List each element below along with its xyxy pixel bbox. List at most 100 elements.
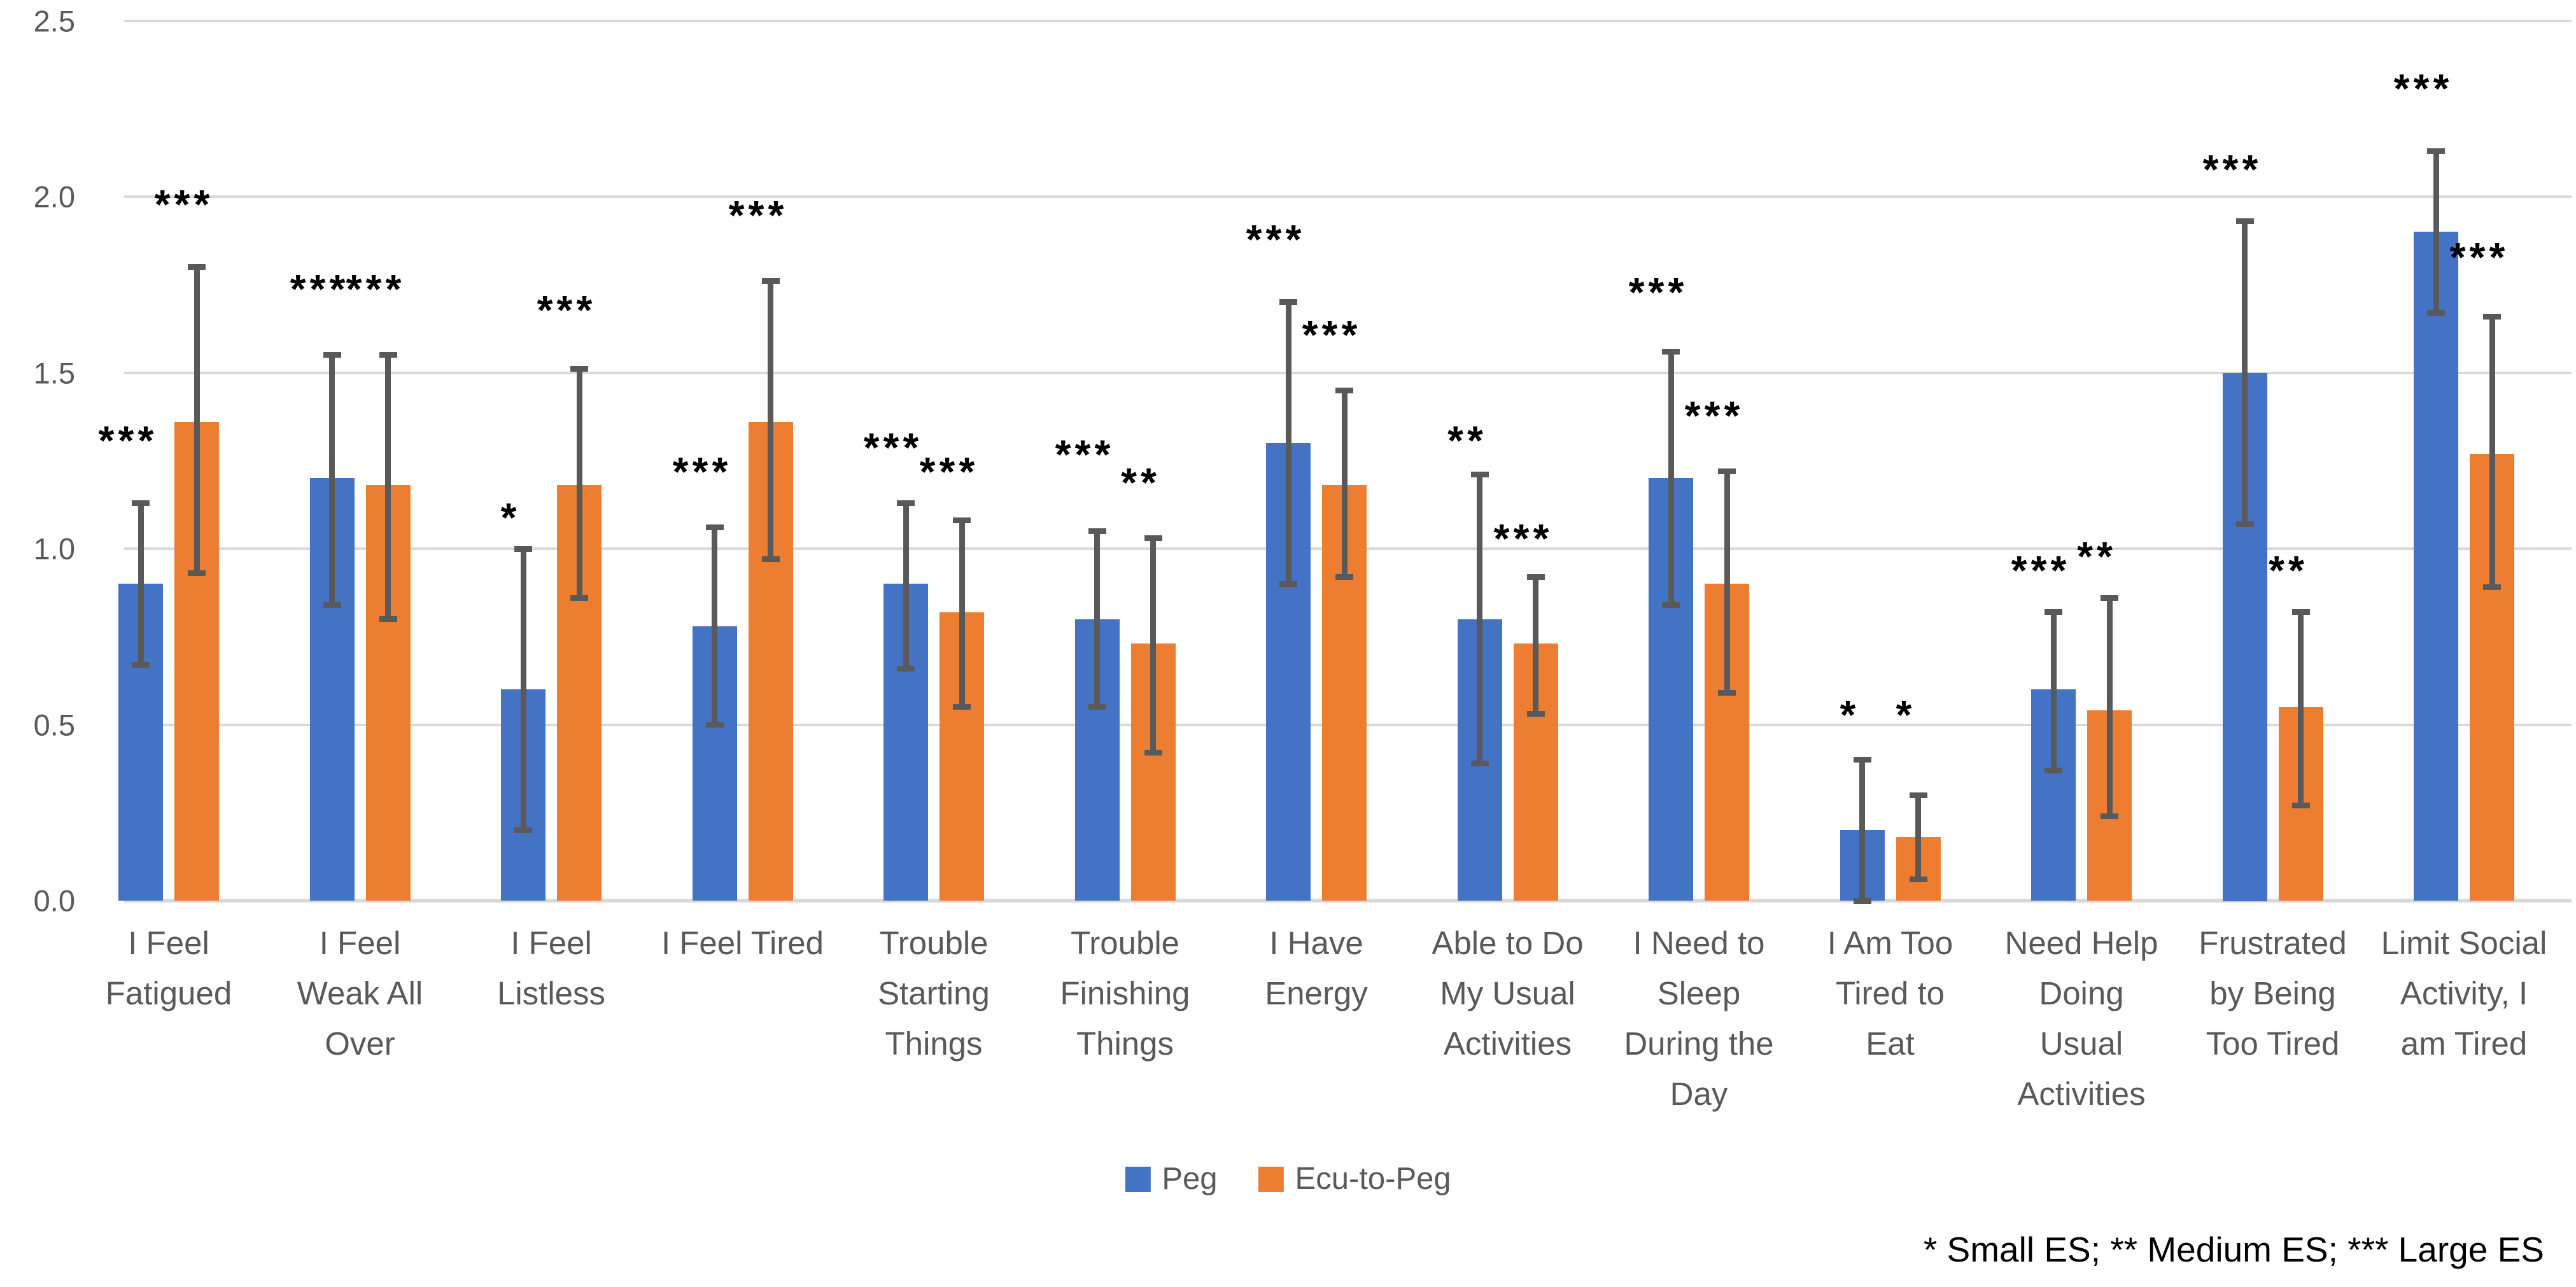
category-label-line: Energy [1265, 975, 1368, 1011]
category-label-line: I Feel [128, 925, 209, 961]
category-label-line: by Being [2209, 975, 2336, 1011]
error-bar-top-cap [1144, 535, 1162, 541]
y-axis-tick-label: 0.0 [33, 883, 75, 918]
error-bar-bottom-cap [132, 662, 150, 668]
gridline [124, 20, 2572, 22]
error-bar-bottom-cap [1088, 704, 1106, 710]
significance-stars: *** [728, 192, 788, 238]
error-bar [959, 521, 965, 707]
category-label-line: Usual [2039, 1025, 2123, 1062]
category-label: Frustrated by Being Too Tired [2171, 918, 2375, 1069]
error-bar-top-cap [1279, 299, 1297, 305]
x-axis-line [124, 899, 2572, 903]
legend-item-ecu-to-peg: Ecu-to-Peg [1258, 1164, 1451, 1195]
significance-stars: *** [2202, 146, 2262, 192]
error-bar-top-cap [897, 500, 915, 506]
error-bar-bottom-cap [2101, 813, 2118, 819]
error-bar-bottom-cap [379, 616, 397, 622]
error-bar-top-cap [1854, 757, 1871, 763]
significance-stars: *** [919, 449, 979, 495]
error-bar-top-cap [706, 524, 724, 530]
significance-stars: *** [672, 449, 732, 495]
legend-swatch-ecu-to-peg-icon [1258, 1166, 1284, 1192]
category-label-line: I Have [1269, 925, 1363, 961]
significance-stars: *** [2449, 234, 2509, 280]
error-bar-top-cap [762, 278, 780, 284]
category-label-line: Fatigued [105, 975, 232, 1011]
category-label-line: Eat [1866, 1025, 1915, 1062]
category-label-line: My Usual [1440, 975, 1575, 1011]
category-label: I Feel Fatigued [67, 918, 271, 1018]
y-axis-tick-label: 1.5 [33, 356, 75, 390]
category-label-line: Finishing [1060, 975, 1190, 1011]
error-bar-bottom-cap [2236, 521, 2254, 527]
significance-stars: *** [98, 418, 158, 463]
significance-stars: *** [863, 425, 923, 470]
error-bar [2489, 316, 2495, 587]
category-label-line: Sleep [1657, 975, 1741, 1011]
category-label: I Feel Listless [449, 918, 653, 1018]
significance-stars: ** [2269, 547, 2308, 593]
category-label: Trouble Finishing Things [1024, 918, 1227, 1069]
category-label: Trouble Starting Things [832, 918, 1036, 1069]
error-bar-top-cap [379, 352, 397, 358]
error-bar [1859, 760, 1865, 901]
error-bar-top-cap [1910, 792, 1927, 798]
error-bar-bottom-cap [953, 704, 971, 710]
category-label-line: I Need to [1633, 925, 1765, 961]
error-bar [521, 549, 526, 830]
error-bar-top-cap [2101, 595, 2118, 601]
significance-stars: *** [1302, 312, 1362, 358]
category-label-line: Limit Social [2381, 925, 2547, 961]
significance-stars: *** [290, 266, 349, 312]
error-bar-top-cap [1088, 528, 1106, 534]
significance-stars: *** [1246, 216, 1306, 262]
significance-stars: *** [2393, 66, 2453, 111]
category-label-line: Trouble [1070, 925, 1180, 961]
error-bar-bottom-cap [2427, 310, 2445, 316]
error-bar-bottom-cap [897, 666, 915, 672]
significance-stars: ** [1121, 460, 1160, 505]
error-bar [1150, 538, 1156, 752]
error-bar-top-cap [2483, 314, 2501, 320]
error-bar-top-cap [132, 500, 150, 506]
error-bar-bottom-cap [1854, 898, 1871, 904]
bar-peg [2414, 232, 2458, 901]
error-bar-top-cap [1662, 349, 1680, 355]
category-label-line: Activity, I [2400, 975, 2528, 1011]
category-label: I Need to Sleep During the Day [1597, 918, 1801, 1119]
significance-stars: *** [154, 181, 214, 227]
error-bar [385, 355, 391, 619]
error-bar [1915, 795, 1921, 880]
category-label-line: am Tired [2400, 1025, 2528, 1062]
significance-stars: *** [1493, 516, 1553, 561]
error-bar [1477, 475, 1482, 763]
significance-stars: ** [1447, 418, 1487, 463]
error-bar [2051, 612, 2057, 771]
error-bar-top-cap [188, 264, 206, 270]
error-bar-bottom-cap [1910, 876, 1927, 882]
category-label: Limit Social Activity, I am Tired [2362, 918, 2566, 1069]
category-label: I Am Too Tired to Eat [1789, 918, 1992, 1069]
gridline [124, 195, 2572, 198]
error-bar-bottom-cap [1471, 761, 1489, 766]
error-bar [903, 503, 909, 668]
y-axis-tick-label: 1.0 [33, 531, 75, 566]
category-label-line: Starting [878, 975, 990, 1011]
error-bar-top-cap [514, 546, 532, 552]
category-label-line: Tired to [1835, 975, 1945, 1011]
category-label-line: Trouble [879, 925, 989, 961]
gridline [124, 372, 2572, 374]
error-bar [2298, 612, 2304, 806]
legend-item-peg: Peg [1125, 1164, 1218, 1195]
error-bar-bottom-cap [1144, 750, 1162, 756]
effect-size-footnote: * Small ES; ** Medium ES; *** Large ES [1923, 1230, 2544, 1269]
category-label-line: I Feel [510, 925, 592, 961]
significance-stars: * [1896, 692, 1916, 738]
error-bar [2433, 151, 2439, 313]
category-label-line: Need Help [2004, 925, 2158, 961]
significance-stars: ** [2077, 533, 2116, 579]
error-bar [1286, 302, 1292, 584]
category-label: I Feel Tired [641, 918, 845, 968]
category-label-line: I Am Too [1827, 925, 1953, 961]
